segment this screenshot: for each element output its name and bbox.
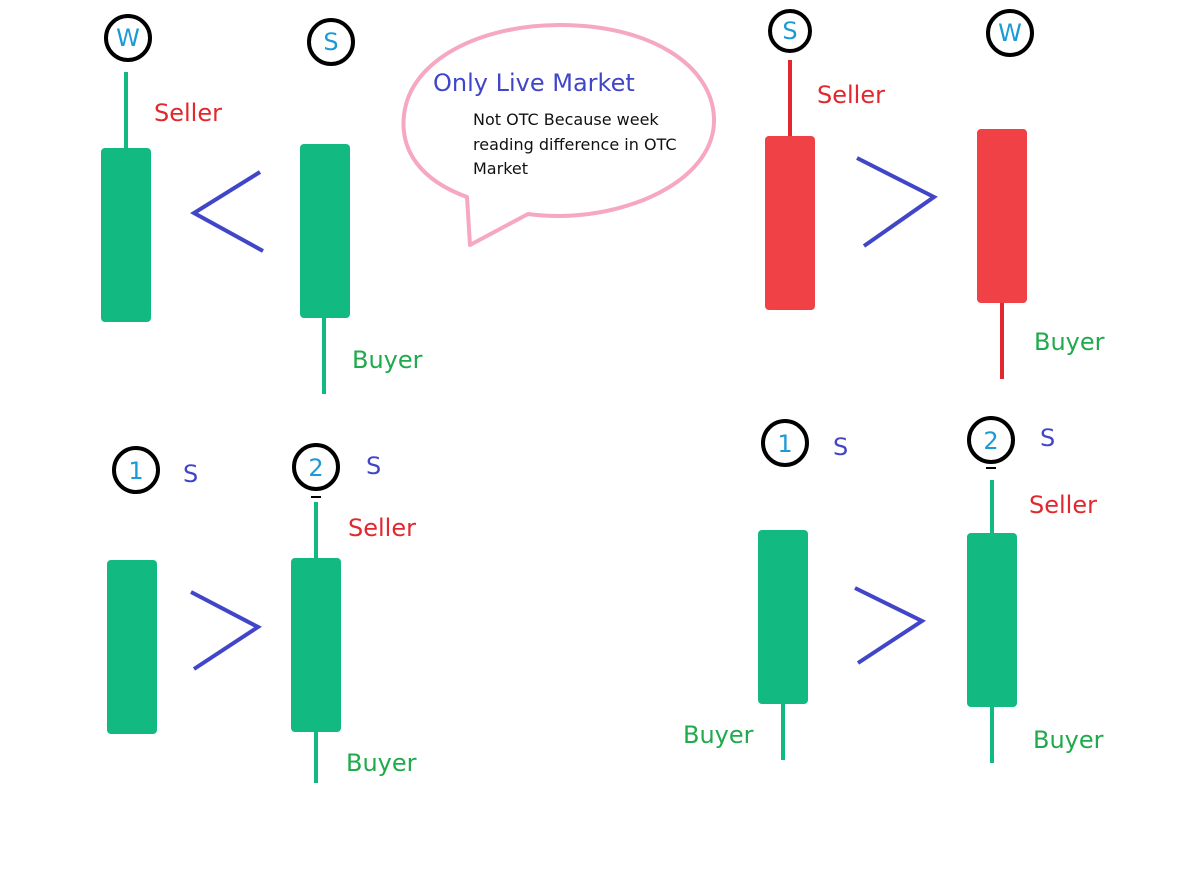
marker-1-label: 1: [128, 457, 143, 485]
marker-w-label: W: [998, 19, 1022, 47]
marker-s-label: S: [782, 17, 797, 45]
greater-than-symbol: [856, 156, 938, 248]
seller-label: Seller: [348, 514, 416, 542]
bullish-candle: [107, 560, 157, 734]
seller-label: Seller: [1029, 491, 1097, 519]
s-letter: S: [1040, 424, 1055, 452]
bubble-body-line-3: Market: [473, 159, 528, 178]
panel-bottom-left: 1 S 2 S Seller Buyer: [107, 443, 417, 783]
marker-w-ring: W: [986, 9, 1034, 57]
bubble-body-line-2: reading difference in OTC: [473, 135, 677, 154]
marker-1-label: 1: [777, 430, 792, 458]
bubble-body-line-1: Not OTC Because week: [473, 110, 659, 129]
marker-2-label: 2: [983, 427, 998, 455]
bullish-candle: [300, 144, 350, 318]
bubble-title: Only Live Market: [433, 69, 635, 97]
panel-top-right: S W Seller Buyer: [765, 9, 1105, 379]
marker-1-ring: 1: [112, 446, 160, 494]
bearish-candle: [765, 136, 815, 310]
panel-bottom-right: 1 S 2 S Buyer Seller Buyer: [683, 416, 1104, 763]
marker-2-label: 2: [308, 454, 323, 482]
marker-s-ring: S: [768, 9, 812, 53]
marker-w-label: W: [116, 24, 140, 52]
marker-s-label: S: [323, 28, 338, 56]
bullish-candle: [967, 533, 1017, 707]
speech-bubble: Only Live Market Not OTC Because week re…: [401, 23, 717, 247]
bullish-candle: [758, 530, 808, 704]
buyer-label: Buyer: [346, 749, 417, 777]
marker-1-ring: 1: [761, 419, 809, 467]
seller-label: Seller: [154, 99, 222, 127]
buyer-label: Buyer: [352, 346, 423, 374]
panel-top-left: W S Seller Buyer: [101, 14, 423, 394]
marker-2-ring: 2: [292, 443, 340, 491]
bearish-candle: [977, 129, 1027, 303]
bullish-candle: [101, 148, 151, 322]
buyer-label: Buyer: [1034, 328, 1105, 356]
bubble-outline: [401, 23, 717, 247]
marker-2-ring: 2: [967, 416, 1015, 464]
buyer-label: Buyer: [683, 721, 754, 749]
buyer-label: Buyer: [1033, 726, 1104, 754]
s-letter: S: [183, 460, 198, 488]
s-letter: S: [366, 452, 381, 480]
greater-than-symbol: [190, 590, 262, 671]
s-letter: S: [833, 433, 848, 461]
bullish-candle: [291, 558, 341, 732]
marker-s-ring: S: [307, 18, 355, 66]
marker-w-ring: W: [104, 14, 152, 62]
greater-than-symbol: [854, 586, 927, 665]
less-than-symbol: [190, 170, 264, 253]
seller-label: Seller: [817, 81, 885, 109]
